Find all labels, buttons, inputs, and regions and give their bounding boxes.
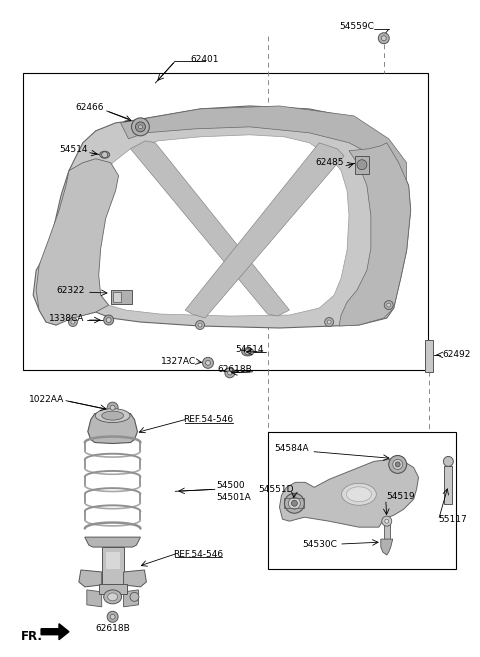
Polygon shape	[123, 590, 138, 607]
Ellipse shape	[100, 151, 109, 158]
Bar	[355, 156, 369, 173]
Text: 1022AA: 1022AA	[29, 396, 64, 404]
Text: 1338CA: 1338CA	[49, 313, 85, 323]
Ellipse shape	[342, 484, 376, 505]
Text: 62492: 62492	[443, 350, 471, 359]
Polygon shape	[33, 106, 410, 328]
Text: 54530C: 54530C	[302, 539, 337, 549]
Bar	[285, 498, 304, 509]
Text: 62485: 62485	[315, 158, 344, 167]
Polygon shape	[381, 539, 393, 555]
Text: 62618B: 62618B	[217, 365, 252, 374]
Circle shape	[195, 321, 204, 330]
Polygon shape	[87, 590, 102, 607]
Circle shape	[102, 152, 108, 158]
Ellipse shape	[95, 409, 130, 422]
Circle shape	[71, 320, 75, 324]
Circle shape	[327, 320, 331, 324]
Ellipse shape	[104, 590, 121, 604]
Text: 62618B: 62618B	[95, 624, 130, 633]
Text: 54501A: 54501A	[216, 493, 251, 502]
Bar	[99, 584, 127, 594]
Text: 62401: 62401	[191, 55, 219, 64]
Ellipse shape	[347, 487, 372, 502]
Bar	[444, 466, 452, 505]
Bar	[102, 547, 123, 589]
Text: FR.: FR.	[21, 630, 43, 643]
Polygon shape	[131, 141, 289, 316]
Circle shape	[110, 614, 115, 620]
Circle shape	[385, 519, 389, 523]
Circle shape	[107, 611, 118, 622]
Polygon shape	[41, 623, 69, 640]
Circle shape	[203, 357, 214, 369]
Text: 54514: 54514	[60, 145, 88, 154]
Circle shape	[324, 317, 334, 327]
Circle shape	[138, 125, 143, 129]
Circle shape	[395, 462, 400, 467]
Text: 54514: 54514	[235, 346, 264, 354]
Polygon shape	[88, 411, 137, 443]
Circle shape	[106, 317, 111, 323]
Polygon shape	[120, 106, 407, 186]
Text: 54584A: 54584A	[275, 444, 309, 453]
Ellipse shape	[242, 348, 253, 356]
Circle shape	[104, 315, 114, 325]
Text: 54551D: 54551D	[258, 485, 293, 494]
Circle shape	[378, 33, 389, 44]
Polygon shape	[93, 135, 349, 316]
Circle shape	[382, 516, 392, 526]
Circle shape	[198, 323, 202, 327]
Circle shape	[444, 457, 453, 466]
Circle shape	[387, 303, 391, 307]
Bar	[425, 340, 433, 372]
Circle shape	[69, 317, 77, 327]
Ellipse shape	[108, 593, 118, 601]
Polygon shape	[279, 459, 419, 527]
Text: 62322: 62322	[57, 286, 85, 294]
Circle shape	[291, 500, 298, 507]
Text: REF.54-546: REF.54-546	[183, 415, 233, 424]
Text: 1327AC: 1327AC	[161, 357, 196, 367]
Circle shape	[393, 459, 403, 469]
Bar	[111, 290, 132, 304]
Text: 54559C: 54559C	[339, 22, 374, 31]
Polygon shape	[123, 570, 146, 587]
Circle shape	[132, 118, 149, 136]
Circle shape	[135, 122, 145, 132]
Circle shape	[228, 371, 232, 375]
Circle shape	[107, 402, 118, 413]
Text: 62466: 62466	[75, 103, 104, 112]
Circle shape	[225, 368, 235, 378]
Text: 54500: 54500	[216, 481, 244, 490]
Bar	[23, 73, 429, 370]
Polygon shape	[339, 143, 410, 326]
Ellipse shape	[102, 411, 123, 420]
Text: 54519: 54519	[387, 492, 415, 501]
Bar	[267, 432, 456, 569]
Circle shape	[381, 35, 386, 41]
Circle shape	[384, 301, 393, 309]
Circle shape	[285, 493, 304, 513]
Bar	[113, 292, 120, 302]
Polygon shape	[36, 159, 119, 325]
Circle shape	[110, 405, 115, 410]
Polygon shape	[85, 537, 141, 547]
Text: REF.54-546: REF.54-546	[173, 549, 223, 558]
Circle shape	[288, 497, 300, 509]
Circle shape	[357, 160, 367, 170]
Circle shape	[245, 349, 251, 355]
Polygon shape	[79, 570, 102, 587]
Text: 55117: 55117	[438, 514, 467, 524]
Circle shape	[130, 593, 139, 601]
Bar	[106, 552, 120, 569]
Circle shape	[389, 455, 407, 474]
Circle shape	[205, 361, 210, 365]
Polygon shape	[185, 143, 344, 318]
Bar	[384, 521, 390, 539]
